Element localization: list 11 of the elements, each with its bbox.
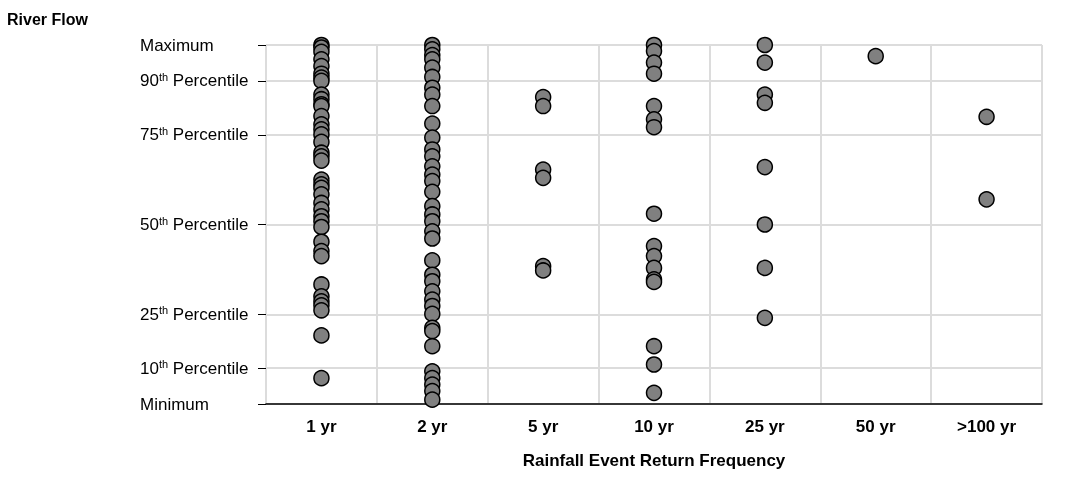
x-tick-label: 2 yr <box>417 417 448 436</box>
x-tick-label: 10 yr <box>634 417 675 436</box>
x-tick-label: 50 yr <box>855 417 896 436</box>
x-tick-label: 25 yr <box>745 417 786 436</box>
x-tick-label: >100 yr <box>957 417 1017 436</box>
x-axis-title: Rainfall Event Return Frequency <box>522 451 786 470</box>
y-tick-label: Maximum <box>140 35 214 55</box>
x-tick-label: 5 yr <box>528 417 559 436</box>
text: River Flow <box>7 10 89 28</box>
x-tick-label: 1 yr <box>306 417 337 436</box>
y-tick-label: Minimum <box>140 394 209 414</box>
